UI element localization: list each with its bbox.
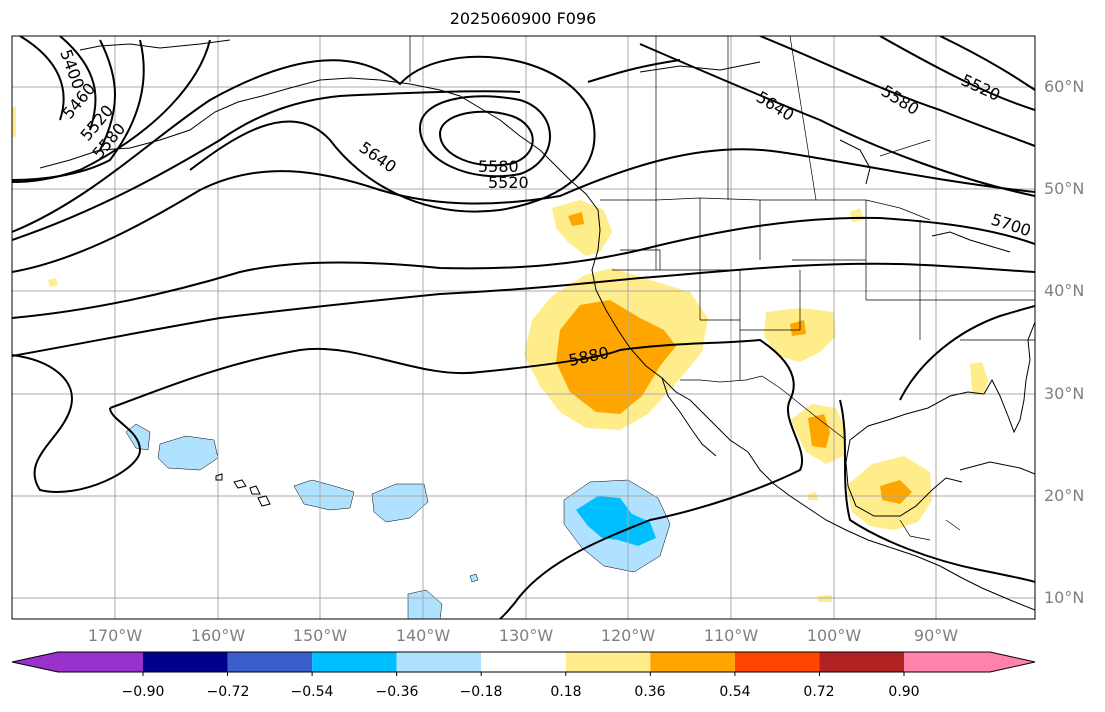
fill-neg-4-mid — [576, 496, 656, 546]
fill-colorado-mid — [790, 320, 806, 336]
fill-neg-2 — [293, 479, 355, 511]
coastline-gulf — [849, 391, 985, 441]
coastline-mexico-west — [747, 451, 1035, 611]
coastline-mexico-east — [845, 439, 963, 517]
contour-5520-east — [879, 36, 1035, 111]
chart-title: 2025060900 F096 — [449, 9, 597, 28]
fill-neg-3 — [371, 483, 429, 523]
colorbar-tick-label: −0.90 — [121, 684, 165, 700]
fill-oregon-light — [552, 200, 612, 256]
contour-low-inner-1 — [418, 95, 551, 178]
contour-east-top — [939, 36, 1035, 91]
fill-neg-6 — [469, 573, 479, 583]
island-3 — [249, 485, 261, 495]
lon-label-160w: 160°W — [190, 626, 246, 645]
contour-label: 5580 — [478, 157, 519, 176]
contour-5580-west — [12, 39, 145, 181]
lat-label-40: 40°N — [1044, 281, 1085, 300]
lon-label-100w: 100°W — [806, 626, 862, 645]
colorbar-tick-label: 0.90 — [888, 684, 920, 700]
coastline-cuba — [959, 461, 1035, 475]
contour-5880 — [109, 338, 803, 619]
contour-5640-main — [12, 148, 1035, 273]
contour-5760 — [12, 262, 1035, 357]
coastline-alaska-north — [79, 39, 231, 51]
contour-5460 — [59, 36, 97, 131]
colorbar-tick-label: 0.72 — [803, 684, 835, 700]
island-4 — [257, 495, 271, 507]
coastline-hudson — [839, 139, 871, 185]
lat-label-60: 60°N — [1044, 77, 1085, 96]
coastline-west-us — [591, 209, 691, 401]
border-states — [612, 198, 1035, 380]
contour-5400 — [19, 36, 65, 121]
fill-california-mid — [556, 300, 676, 414]
colorbar-tick-label: −0.36 — [375, 684, 419, 700]
border-us-canada — [600, 197, 931, 221]
negative-anomaly-fills — [125, 423, 671, 619]
lat-label-20: 20°N — [1044, 486, 1085, 505]
coastline-canada-north — [639, 61, 761, 73]
colorbar-tick-label: 0.54 — [719, 684, 751, 700]
map-background — [12, 36, 1035, 619]
border-central-america — [899, 519, 961, 541]
coastline-florida — [983, 378, 1027, 434]
contour-5880-west — [12, 354, 142, 493]
hawaii-islands — [215, 473, 271, 507]
contour-5580-east — [759, 36, 1035, 147]
lon-label-120w: 120°W — [600, 626, 656, 645]
lon-label-90w: 90°W — [913, 626, 959, 645]
positive-anomaly-fills — [12, 106, 988, 602]
height-contours — [12, 36, 1035, 619]
gridlines — [12, 36, 1035, 619]
lat-label-10: 10°N — [1044, 588, 1085, 607]
lat-label-50: 50°N — [1044, 179, 1085, 198]
colorbar-tick-label: 0.18 — [550, 684, 582, 700]
border-us-mexico — [680, 375, 847, 441]
contour-5820 — [12, 59, 681, 241]
fill-neg-hawaii-west — [157, 435, 219, 471]
island-1 — [215, 473, 223, 481]
coastline-gulf-california — [689, 399, 749, 453]
contour-5640-west — [12, 39, 211, 183]
contour-5700 — [12, 216, 1035, 319]
contour-low-inner-2 — [438, 110, 534, 167]
political-borders — [409, 36, 1035, 541]
lon-label-150w: 150°W — [292, 626, 348, 645]
lat-label-30: 30°N — [1044, 384, 1085, 403]
fill-oregon-mid — [568, 212, 584, 226]
fill-neg-small-1 — [125, 423, 151, 451]
colorbar-tick-label: 0.36 — [634, 684, 666, 700]
fill-mexico-mid — [880, 480, 912, 504]
colorbar-tick-label: −0.54 — [290, 684, 334, 700]
contour-5880-southeast — [899, 305, 1035, 401]
lon-label-140w: 140°W — [395, 626, 451, 645]
lon-label-130w: 130°W — [498, 626, 554, 645]
border-canada-provinces — [655, 36, 931, 201]
coastline-baja — [661, 377, 717, 457]
contour-5880-east — [839, 399, 1035, 583]
coastline-great-lakes — [931, 231, 1011, 253]
colorbar-tick-label: −0.72 — [206, 684, 250, 700]
island-2 — [233, 479, 247, 489]
fill-small-light-2 — [48, 278, 58, 287]
lon-label-110w: 110°W — [703, 626, 759, 645]
fill-small-light-3 — [12, 106, 16, 138]
fill-florida-light — [970, 362, 988, 394]
contour-label: 5520 — [488, 173, 529, 192]
map-frame — [11, 35, 1036, 620]
contour-ring-1 — [12, 55, 596, 233]
lon-label-170w: 170°W — [87, 626, 143, 645]
contour-5520-west — [99, 39, 116, 151]
colorbar-tick-label: −0.18 — [459, 684, 503, 700]
fill-colorado-light — [764, 308, 836, 362]
coastline-east-us — [1025, 321, 1035, 381]
contour-5640-east — [639, 43, 1035, 197]
fill-texas-mid — [808, 414, 830, 448]
